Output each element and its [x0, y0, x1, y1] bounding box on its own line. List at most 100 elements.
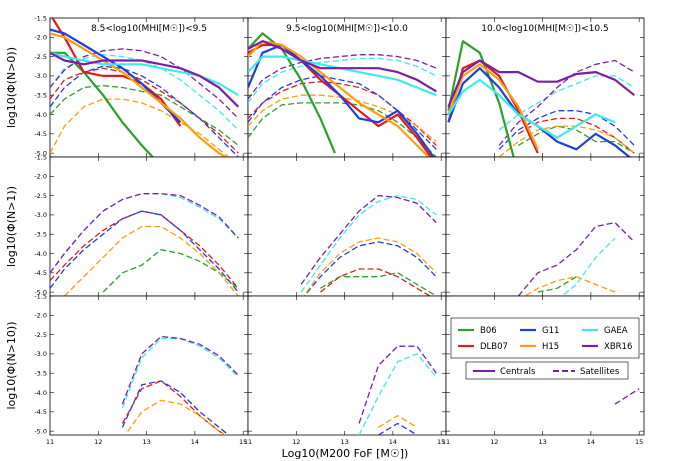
- y-tick-label: -2.5: [34, 192, 47, 200]
- legend-label: B06: [480, 326, 497, 336]
- series-xbr16-satellites: [358, 345, 437, 424]
- series-group: [50, 18, 240, 157]
- legend-item-h15: H15: [520, 342, 559, 352]
- series-gaea-satellites: [300, 194, 437, 293]
- x-tick-label: 12: [94, 438, 102, 446]
- series-b06-satellites: [248, 102, 437, 157]
- column-title-3: 10.0<log10(MHI[M☉])<10.5: [481, 24, 608, 34]
- series-gaea-satellites: [358, 353, 437, 435]
- series-xbr16-satellites: [498, 59, 635, 146]
- series-xbr16-centrals: [248, 40, 437, 93]
- legend-label: Centrals: [500, 367, 536, 377]
- y-tick-label: -1.5: [34, 14, 47, 22]
- legend-label: XBR16: [604, 342, 632, 352]
- x-tick-label: 14: [191, 438, 199, 446]
- y-tick-label: -5.0: [34, 427, 47, 435]
- x-tick-label: 11: [442, 438, 450, 446]
- x-tick-label: 13: [142, 438, 150, 446]
- panels-layer: -1.5-2.0-2.5-3.0-3.5-4.0-4.5-5.0-1.5-2.0…: [34, 14, 645, 446]
- x-tick-label: 15: [239, 438, 247, 446]
- series-b06-satellites: [102, 249, 239, 293]
- y-tick-label: -3.0: [34, 211, 47, 219]
- x-tick-label: 14: [587, 438, 595, 446]
- series-xbr16-centrals: [50, 51, 240, 108]
- series-b06-centrals: [248, 32, 336, 154]
- x-tick-label: 12: [292, 438, 300, 446]
- series-b06-satellites: [537, 276, 577, 293]
- y-tick-label: -4.0: [34, 250, 47, 258]
- series-group: [358, 345, 437, 435]
- series-h15-satellites: [498, 125, 635, 157]
- x-axis-label: Log10(M200 FoF [M☉]): [282, 447, 409, 460]
- series-gaea-satellites: [248, 57, 437, 104]
- series-h15-satellites: [124, 399, 227, 435]
- column-title-1: 8.5<log10(MHI[M☉])<9.5: [91, 24, 207, 34]
- y-tick-label: -4.5: [34, 408, 47, 416]
- series-dlb07-centrals: [51, 18, 182, 127]
- y-tick-label: -3.5: [34, 92, 47, 100]
- y-tick-label: -4.5: [34, 269, 47, 277]
- legend-item-centrals: Centrals: [473, 367, 536, 377]
- panel-r0-c2: [445, 17, 645, 158]
- legend-item-xbr16: XBR16: [582, 342, 632, 352]
- series-dlb07-satellites: [319, 268, 432, 296]
- panel-r0-c1: [247, 17, 447, 158]
- y-tick-label: -3.0: [34, 350, 47, 358]
- series-g11-centrals: [248, 43, 435, 157]
- x-tick-label: 11: [244, 438, 252, 446]
- series-h15-centrals: [248, 40, 431, 157]
- legend-label: Satellites: [580, 367, 620, 377]
- labels-layer: Log10(M200 FoF [M☉]) 8.5<log10(MHI[M☉])<…: [5, 24, 609, 460]
- y-tick-label: -5.0: [34, 149, 47, 157]
- series-b06-satellites: [518, 125, 635, 154]
- series-g11-satellites: [303, 241, 437, 296]
- series-g11-satellites: [121, 380, 230, 435]
- series-dlb07-satellites: [50, 67, 239, 154]
- legend-item-satellites: Satellites: [553, 367, 620, 377]
- series-group: [517, 221, 635, 296]
- series-xbr16-satellites: [121, 335, 239, 405]
- panel-frame: [49, 295, 249, 436]
- series-group: [121, 335, 239, 435]
- legend-label: H15: [542, 342, 559, 352]
- x-tick-label: 11: [46, 438, 54, 446]
- series-group: [300, 194, 437, 296]
- series-g11-satellites: [50, 65, 239, 157]
- legend-item-b06: B06: [458, 326, 497, 336]
- series-xbr16-satellites: [614, 388, 640, 405]
- series-h15-satellites: [523, 276, 616, 296]
- y-tick-label: -4.0: [34, 389, 47, 397]
- series-h15-satellites: [303, 237, 437, 296]
- series-gaea-centrals: [50, 51, 239, 97]
- series-dlb07-satellites: [248, 81, 437, 146]
- series-b06-centrals: [447, 40, 515, 157]
- series-group: [447, 40, 635, 157]
- series-xbr16-centrals: [447, 59, 635, 108]
- series-h15-centrals: [447, 63, 539, 150]
- x-tick-label: 12: [490, 438, 498, 446]
- series-g11-satellites: [378, 422, 418, 435]
- series-b06-centrals: [50, 51, 155, 157]
- series-g11-satellites: [498, 110, 635, 150]
- legend-item-dlb07: DLB07: [458, 342, 508, 352]
- x-tick-label: 14: [389, 438, 397, 446]
- panel-r1-c2: [445, 156, 645, 297]
- series-dlb07-satellites: [50, 210, 239, 289]
- panel-r0-c0: -1.5 -2.0 -2.5 -3.0 -3.5 -4.0 -4.5 -5.0: [34, 14, 249, 157]
- x-tick-label: 15: [437, 438, 445, 446]
- row-ylabel-1: log10(Φ(N>0)): [5, 47, 18, 128]
- y-tick-label: -1.5: [34, 153, 47, 161]
- series-group: [50, 193, 239, 296]
- legend-styles-box: [465, 361, 629, 380]
- legend-item-gaea: GAEA: [582, 326, 628, 336]
- y-tick-label: -2.5: [34, 53, 47, 61]
- legend: B06 DLB07 G11 H15 GAEA XBR16 Centrals Satellite…: [450, 317, 640, 380]
- series-xbr16-satellites: [300, 194, 437, 285]
- row-ylabel-3: log10(Φ(N>10)): [5, 321, 18, 409]
- y-tick-label: -3.0: [34, 72, 47, 80]
- y-tick-label: -2.0: [34, 34, 47, 42]
- series-h15-satellites: [248, 94, 437, 143]
- series-h15-centrals: [50, 32, 228, 157]
- series-gaea-centrals: [447, 78, 616, 139]
